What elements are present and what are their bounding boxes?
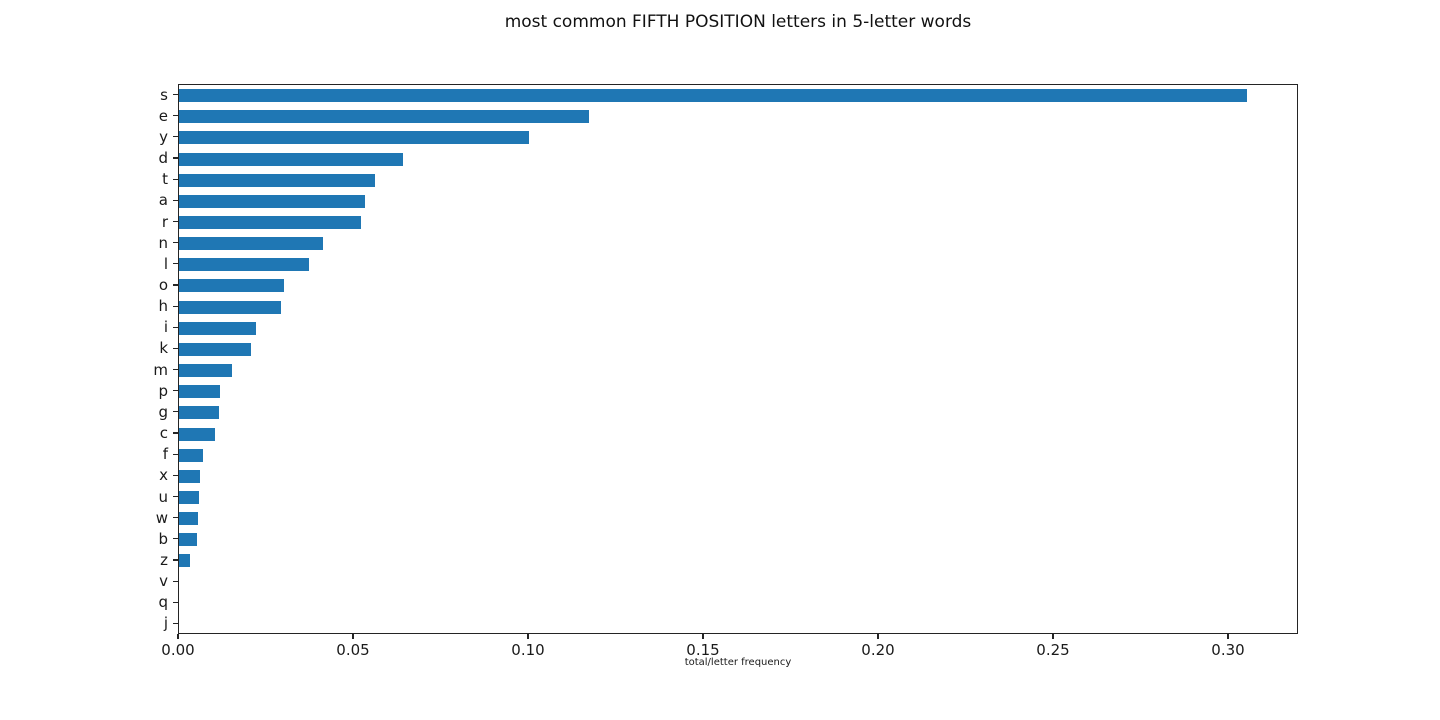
- y-tick-mark: [173, 305, 178, 307]
- y-tick-mark: [173, 157, 178, 159]
- y-tick-label-j: j: [163, 614, 168, 633]
- bar-b: [179, 533, 197, 547]
- bar-l: [179, 258, 309, 272]
- y-tick-label-v: v: [159, 572, 168, 591]
- y-tick-label-n: n: [158, 233, 168, 252]
- bar-p: [179, 385, 220, 399]
- y-tick-label-o: o: [158, 275, 168, 294]
- y-tick-label-g: g: [158, 402, 168, 421]
- chart-title: most common FIFTH POSITION letters in 5-…: [504, 12, 972, 32]
- bar-z: [179, 554, 190, 568]
- x-tick-label-0.30: 0.30: [1211, 641, 1245, 659]
- bar-d: [179, 152, 403, 166]
- y-tick-label-x: x: [159, 466, 168, 485]
- y-tick-label-y: y: [159, 127, 168, 146]
- y-tick-mark: [173, 601, 178, 603]
- y-tick-mark: [173, 517, 178, 519]
- bar-o: [179, 279, 284, 293]
- x-tick-label-0.05: 0.05: [336, 641, 370, 659]
- x-tick-mark: [1227, 634, 1229, 639]
- y-tick-mark: [173, 242, 178, 244]
- x-tick-label-0.15: 0.15: [686, 641, 720, 659]
- bar-g: [179, 406, 219, 420]
- y-tick-label-b: b: [158, 529, 168, 548]
- bar-k: [179, 342, 251, 356]
- y-tick-mark: [173, 115, 178, 117]
- bar-f: [179, 448, 204, 462]
- y-tick-mark: [173, 453, 178, 455]
- x-axis-label: total/letter frequency: [684, 657, 792, 668]
- y-tick-label-d: d: [158, 149, 168, 168]
- y-tick-mark: [173, 347, 178, 349]
- bar-s: [179, 89, 1247, 103]
- y-tick-label-u: u: [158, 487, 168, 506]
- y-tick-label-a: a: [158, 191, 168, 210]
- y-tick-label-c: c: [159, 424, 168, 443]
- bar-n: [179, 237, 323, 251]
- y-tick-mark: [173, 622, 178, 624]
- y-tick-mark: [173, 390, 178, 392]
- y-tick-label-t: t: [162, 170, 168, 189]
- y-tick-label-e: e: [158, 106, 168, 125]
- bar-c: [179, 427, 216, 441]
- x-tick-mark: [352, 634, 354, 639]
- bar-e: [179, 110, 589, 124]
- y-tick-mark: [173, 538, 178, 540]
- y-tick-mark: [173, 495, 178, 498]
- bar-r: [179, 216, 361, 229]
- y-tick-mark: [173, 199, 178, 201]
- y-tick-mark: [173, 284, 178, 286]
- x-tick-label-0.00: 0.00: [161, 641, 195, 659]
- x-tick-mark: [1052, 634, 1054, 639]
- bar-i: [179, 321, 256, 335]
- bar-t: [179, 173, 375, 187]
- y-tick-mark: [173, 136, 178, 138]
- y-tick-label-q: q: [158, 593, 168, 612]
- y-tick-mark: [173, 368, 178, 371]
- y-tick-label-k: k: [159, 339, 168, 358]
- bar-u: [179, 491, 199, 504]
- y-tick-label-m: m: [153, 360, 168, 379]
- x-tick-label-0.20: 0.20: [861, 641, 895, 659]
- y-tick-mark: [173, 411, 178, 413]
- y-tick-mark: [173, 559, 178, 561]
- bar-m: [179, 364, 232, 378]
- y-tick-label-z: z: [160, 550, 168, 569]
- x-tick-mark: [527, 634, 529, 639]
- y-tick-mark: [173, 263, 178, 265]
- x-tick-mark: [702, 634, 704, 639]
- x-tick-label-0.25: 0.25: [1036, 641, 1070, 659]
- y-tick-mark: [173, 474, 178, 476]
- x-tick-mark: [877, 634, 879, 639]
- y-tick-label-i: i: [163, 318, 168, 337]
- plot-area: [178, 84, 1298, 634]
- bar-w: [179, 512, 198, 526]
- y-tick-label-f: f: [162, 445, 168, 464]
- y-tick-label-r: r: [161, 212, 168, 231]
- y-tick-mark: [173, 580, 178, 582]
- bar-h: [179, 300, 281, 314]
- x-tick-label-0.10: 0.10: [511, 641, 545, 659]
- bar-y: [179, 131, 529, 145]
- y-tick-mark: [173, 326, 178, 328]
- y-tick-label-p: p: [158, 381, 168, 400]
- bar-a: [179, 194, 365, 208]
- y-tick-label-w: w: [155, 508, 168, 527]
- y-tick-mark: [173, 220, 178, 223]
- y-tick-label-h: h: [158, 297, 168, 316]
- y-tick-mark: [173, 432, 178, 434]
- y-tick-label-s: s: [160, 85, 168, 104]
- x-tick-mark: [177, 634, 179, 639]
- y-tick-label-l: l: [163, 254, 168, 273]
- y-tick-mark: [173, 93, 178, 96]
- bar-x: [179, 469, 200, 483]
- y-tick-mark: [173, 178, 178, 180]
